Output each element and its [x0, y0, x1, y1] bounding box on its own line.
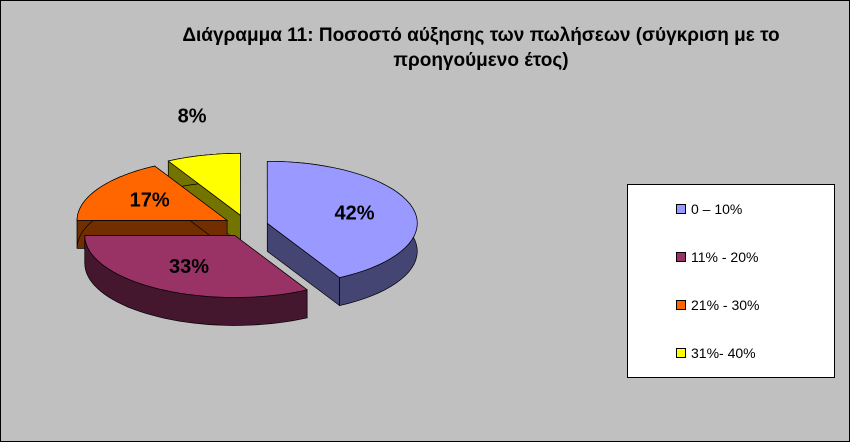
- legend-label: 31%- 40%: [691, 345, 756, 361]
- data-label: 33%: [169, 256, 209, 278]
- slice-group: [84, 234, 308, 326]
- slice: [76, 165, 229, 221]
- legend-swatch: [676, 300, 686, 310]
- legend-swatch: [676, 252, 686, 262]
- legend-item: 21% - 30%: [676, 297, 759, 313]
- chart-title: Διάγραμμα 11: Ποσοστό αύξησης των πωλήσε…: [182, 25, 780, 71]
- data-label: 8%: [178, 106, 207, 128]
- legend: 0 – 10% 11% - 20% 21% - 30% 31%- 40%: [627, 184, 835, 378]
- data-label: 17%: [130, 190, 170, 212]
- legend-swatch: [676, 204, 686, 214]
- slice: [266, 160, 418, 278]
- legend-swatch: [676, 348, 686, 358]
- legend-item: 31%- 40%: [676, 345, 756, 361]
- legend-item: 0 – 10%: [676, 201, 742, 217]
- slice: [167, 152, 241, 217]
- legend-label: 0 – 10%: [691, 201, 743, 217]
- legend-label: 11% - 20%: [691, 249, 759, 265]
- plot: 42% 33% 17% 8%: [76, 106, 418, 326]
- slice-group: [266, 160, 418, 307]
- data-label: 42%: [334, 202, 374, 224]
- slice: [84, 235, 308, 298]
- legend-label: 21% - 30%: [691, 297, 760, 313]
- legend-item: 11% - 20%: [676, 249, 758, 265]
